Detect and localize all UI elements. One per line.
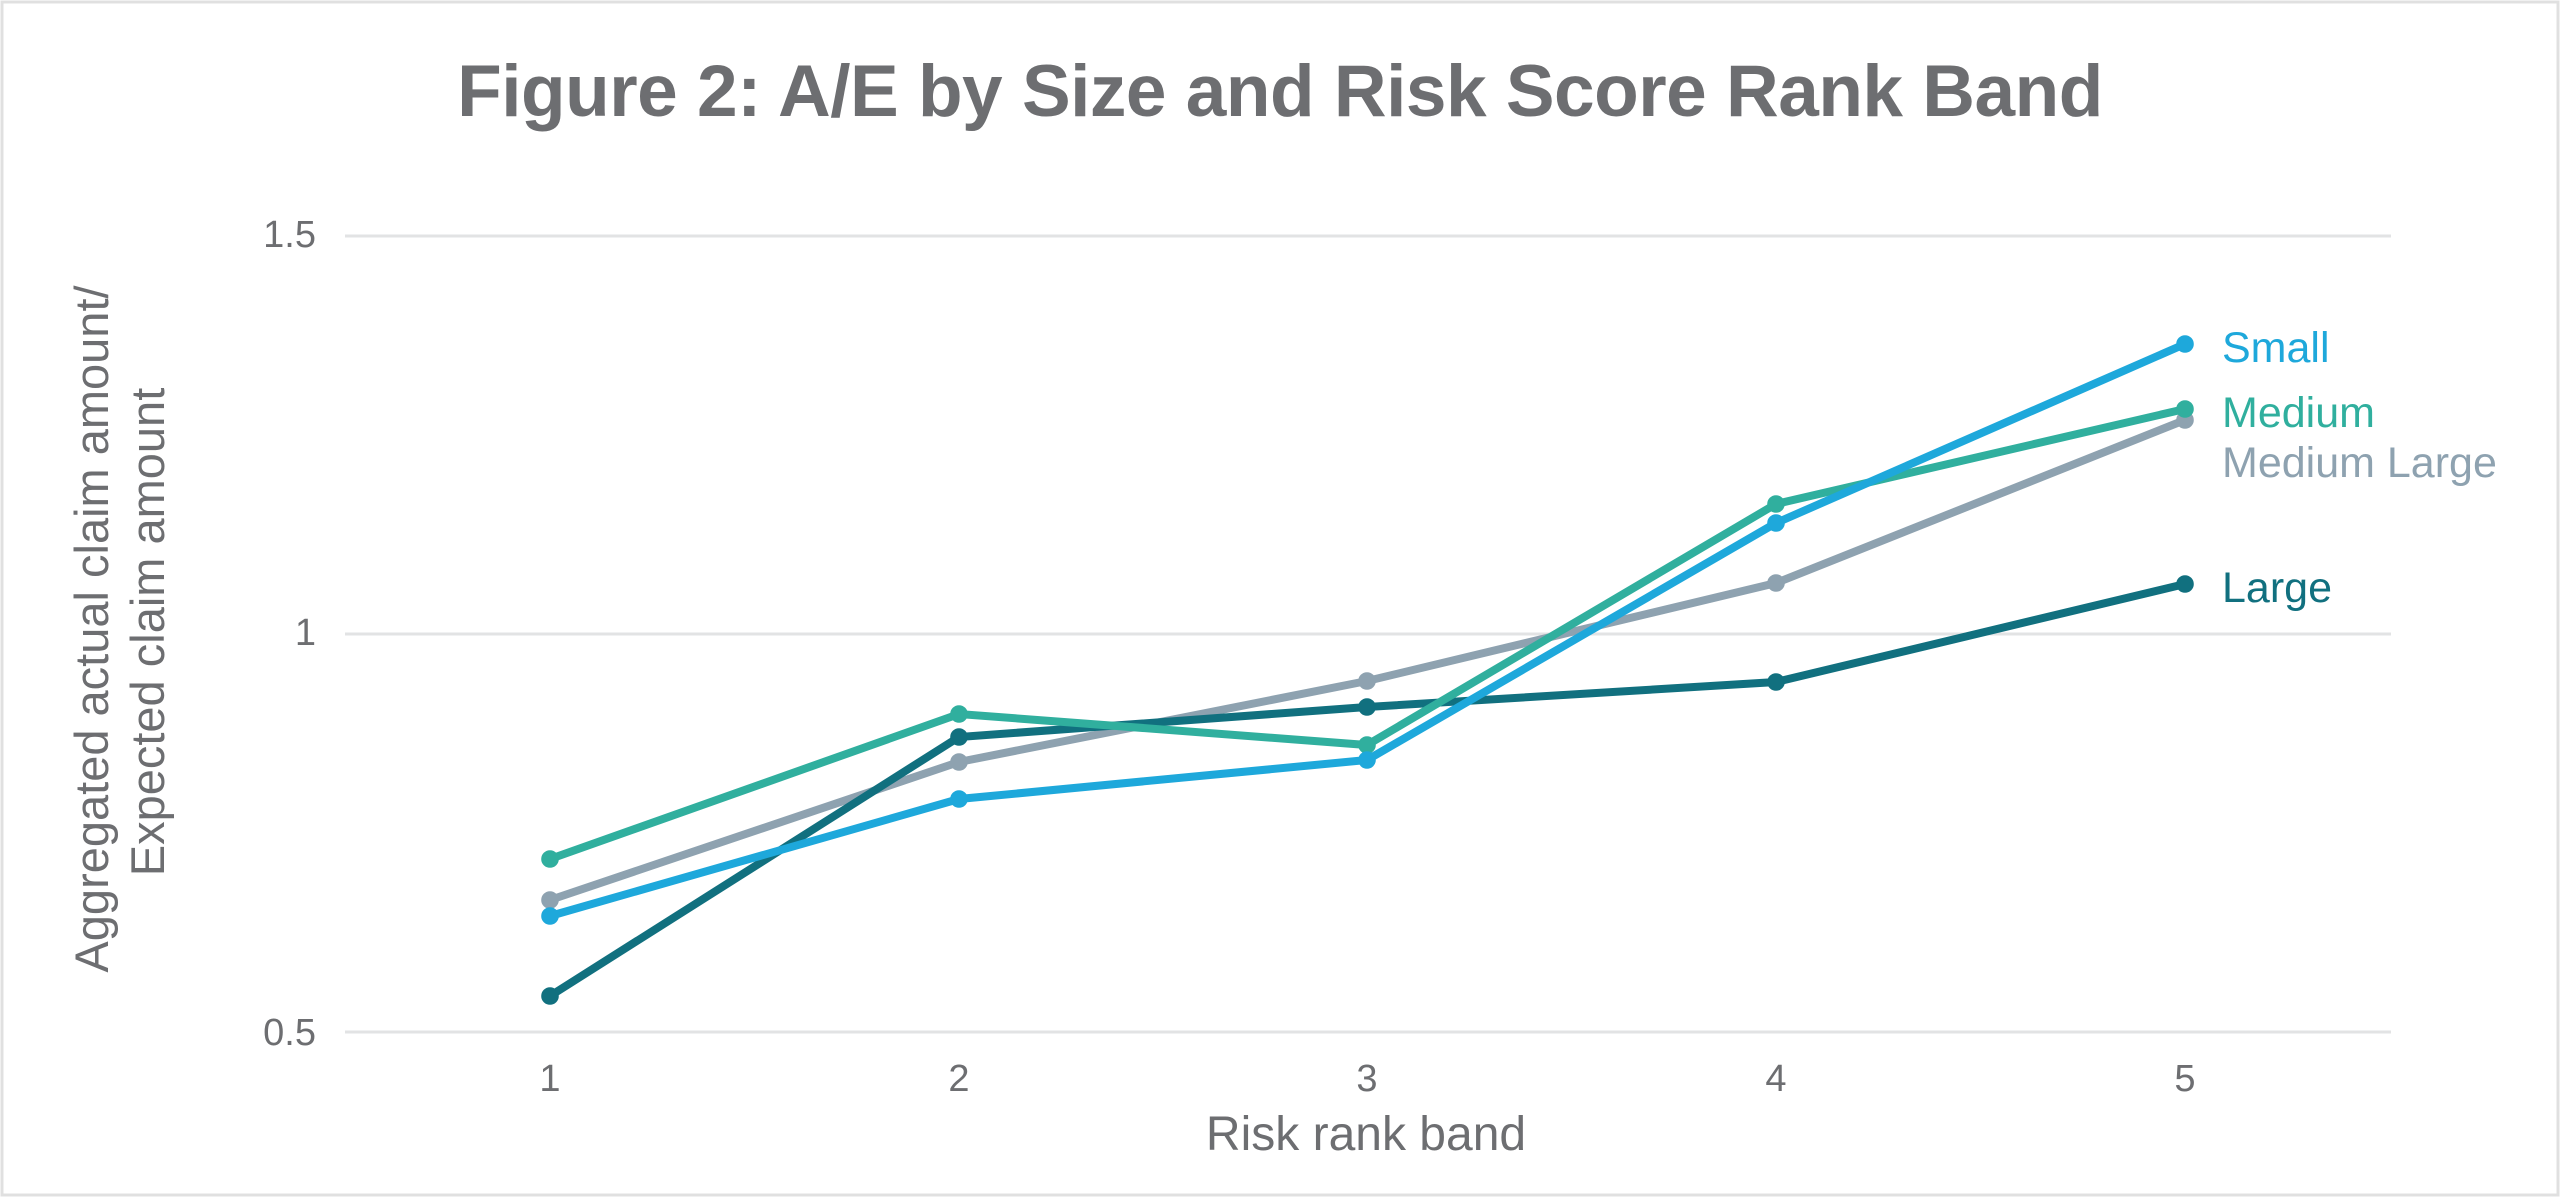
svg-text:Figure 2: A/E by Size and Risk: Figure 2: A/E by Size and Risk Score Ran…: [457, 51, 2103, 132]
svg-text:Small: Small: [2222, 324, 2330, 372]
svg-text:3: 3: [1356, 1058, 1377, 1100]
svg-text:Aggregated actual claim amount: Aggregated actual claim amount/: [65, 284, 118, 972]
svg-text:Medium Large: Medium Large: [2222, 439, 2497, 487]
svg-text:5: 5: [2174, 1058, 2195, 1100]
svg-text:Expected claim amount: Expected claim amount: [121, 388, 174, 877]
svg-text:1.5: 1.5: [263, 214, 316, 256]
svg-text:1: 1: [295, 612, 316, 654]
svg-text:0.5: 0.5: [263, 1012, 316, 1054]
svg-text:1: 1: [539, 1058, 560, 1100]
svg-text:Risk rank band: Risk rank band: [1206, 1108, 1526, 1161]
svg-text:Large: Large: [2222, 564, 2332, 612]
svg-text:2: 2: [948, 1058, 969, 1100]
svg-text:4: 4: [1765, 1058, 1786, 1100]
svg-text:Medium: Medium: [2222, 389, 2375, 437]
